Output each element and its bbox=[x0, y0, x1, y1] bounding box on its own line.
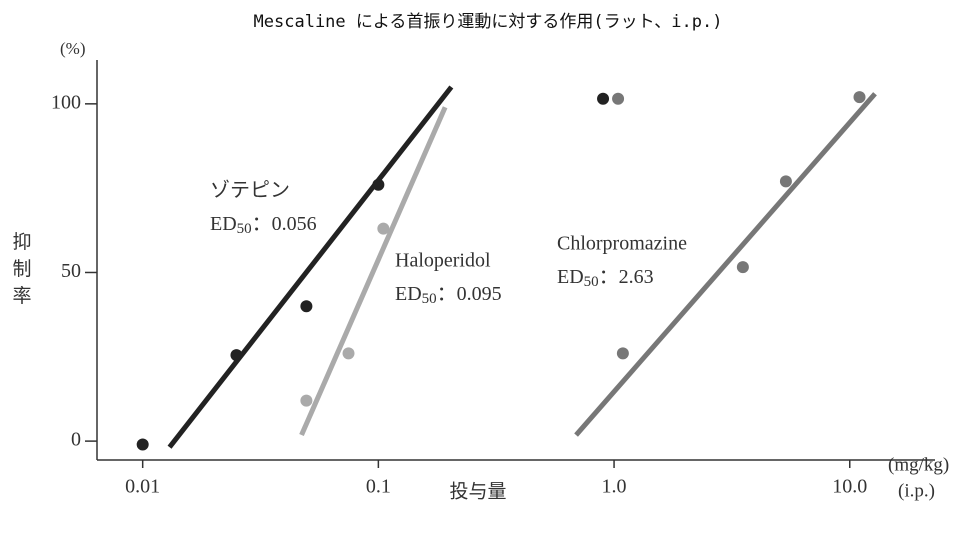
y-axis-label: 抑制率 bbox=[10, 231, 32, 312]
data-point bbox=[377, 222, 390, 235]
y-tick-label: 100 bbox=[51, 91, 81, 113]
series-label: Chlorpromazine bbox=[557, 233, 687, 255]
ed-label-part: ED bbox=[210, 213, 237, 235]
data-point bbox=[616, 347, 629, 360]
ed-label-part: ：0.056 bbox=[252, 213, 317, 235]
ed-label-part: 50 bbox=[422, 291, 437, 307]
series-label: Haloperidol bbox=[395, 250, 491, 272]
x-unit: (mg/kg) bbox=[888, 454, 949, 475]
data-point bbox=[342, 347, 355, 360]
chart-title: Mescaline による首振り運動に対する作用(ラット、i.p.) bbox=[254, 12, 723, 32]
x-tick-label: 10.0 bbox=[832, 476, 867, 498]
data-point bbox=[300, 300, 313, 313]
fit-line bbox=[167, 85, 454, 449]
ed-label-part: 50 bbox=[237, 221, 252, 237]
fit-line bbox=[299, 106, 448, 437]
series-label: ゾテピン bbox=[210, 179, 290, 202]
ed-label-part: ED bbox=[395, 283, 422, 305]
y-tick-label: 0 bbox=[71, 429, 81, 451]
data-point bbox=[612, 92, 625, 105]
ed-label-part: 50 bbox=[584, 274, 599, 290]
ed-label-part: ED bbox=[557, 266, 584, 288]
data-point bbox=[853, 91, 866, 104]
data-point bbox=[230, 349, 243, 362]
x-axis-label: 投与量 bbox=[449, 481, 506, 503]
ed-label-part: ：2.63 bbox=[599, 266, 654, 288]
data-point bbox=[736, 261, 749, 274]
ed-label-part: ：0.095 bbox=[437, 283, 502, 305]
x-tick-label: 1.0 bbox=[602, 476, 627, 498]
x-tick-label: 0.1 bbox=[366, 476, 391, 498]
x-unit: (i.p.) bbox=[898, 480, 935, 501]
ed-label: ED50：2.63 bbox=[557, 266, 654, 291]
y-tick-label: 50 bbox=[61, 260, 81, 282]
x-tick-label: 0.01 bbox=[125, 476, 160, 498]
y-unit: (%) bbox=[60, 39, 85, 58]
ed-label: ED50：0.095 bbox=[395, 283, 502, 308]
fit-line bbox=[574, 92, 877, 437]
data-point bbox=[372, 178, 385, 191]
data-point bbox=[779, 175, 792, 188]
ed-label: ED50：0.056 bbox=[210, 213, 317, 238]
data-point bbox=[597, 92, 610, 105]
data-point bbox=[300, 394, 313, 407]
data-point bbox=[136, 438, 149, 451]
